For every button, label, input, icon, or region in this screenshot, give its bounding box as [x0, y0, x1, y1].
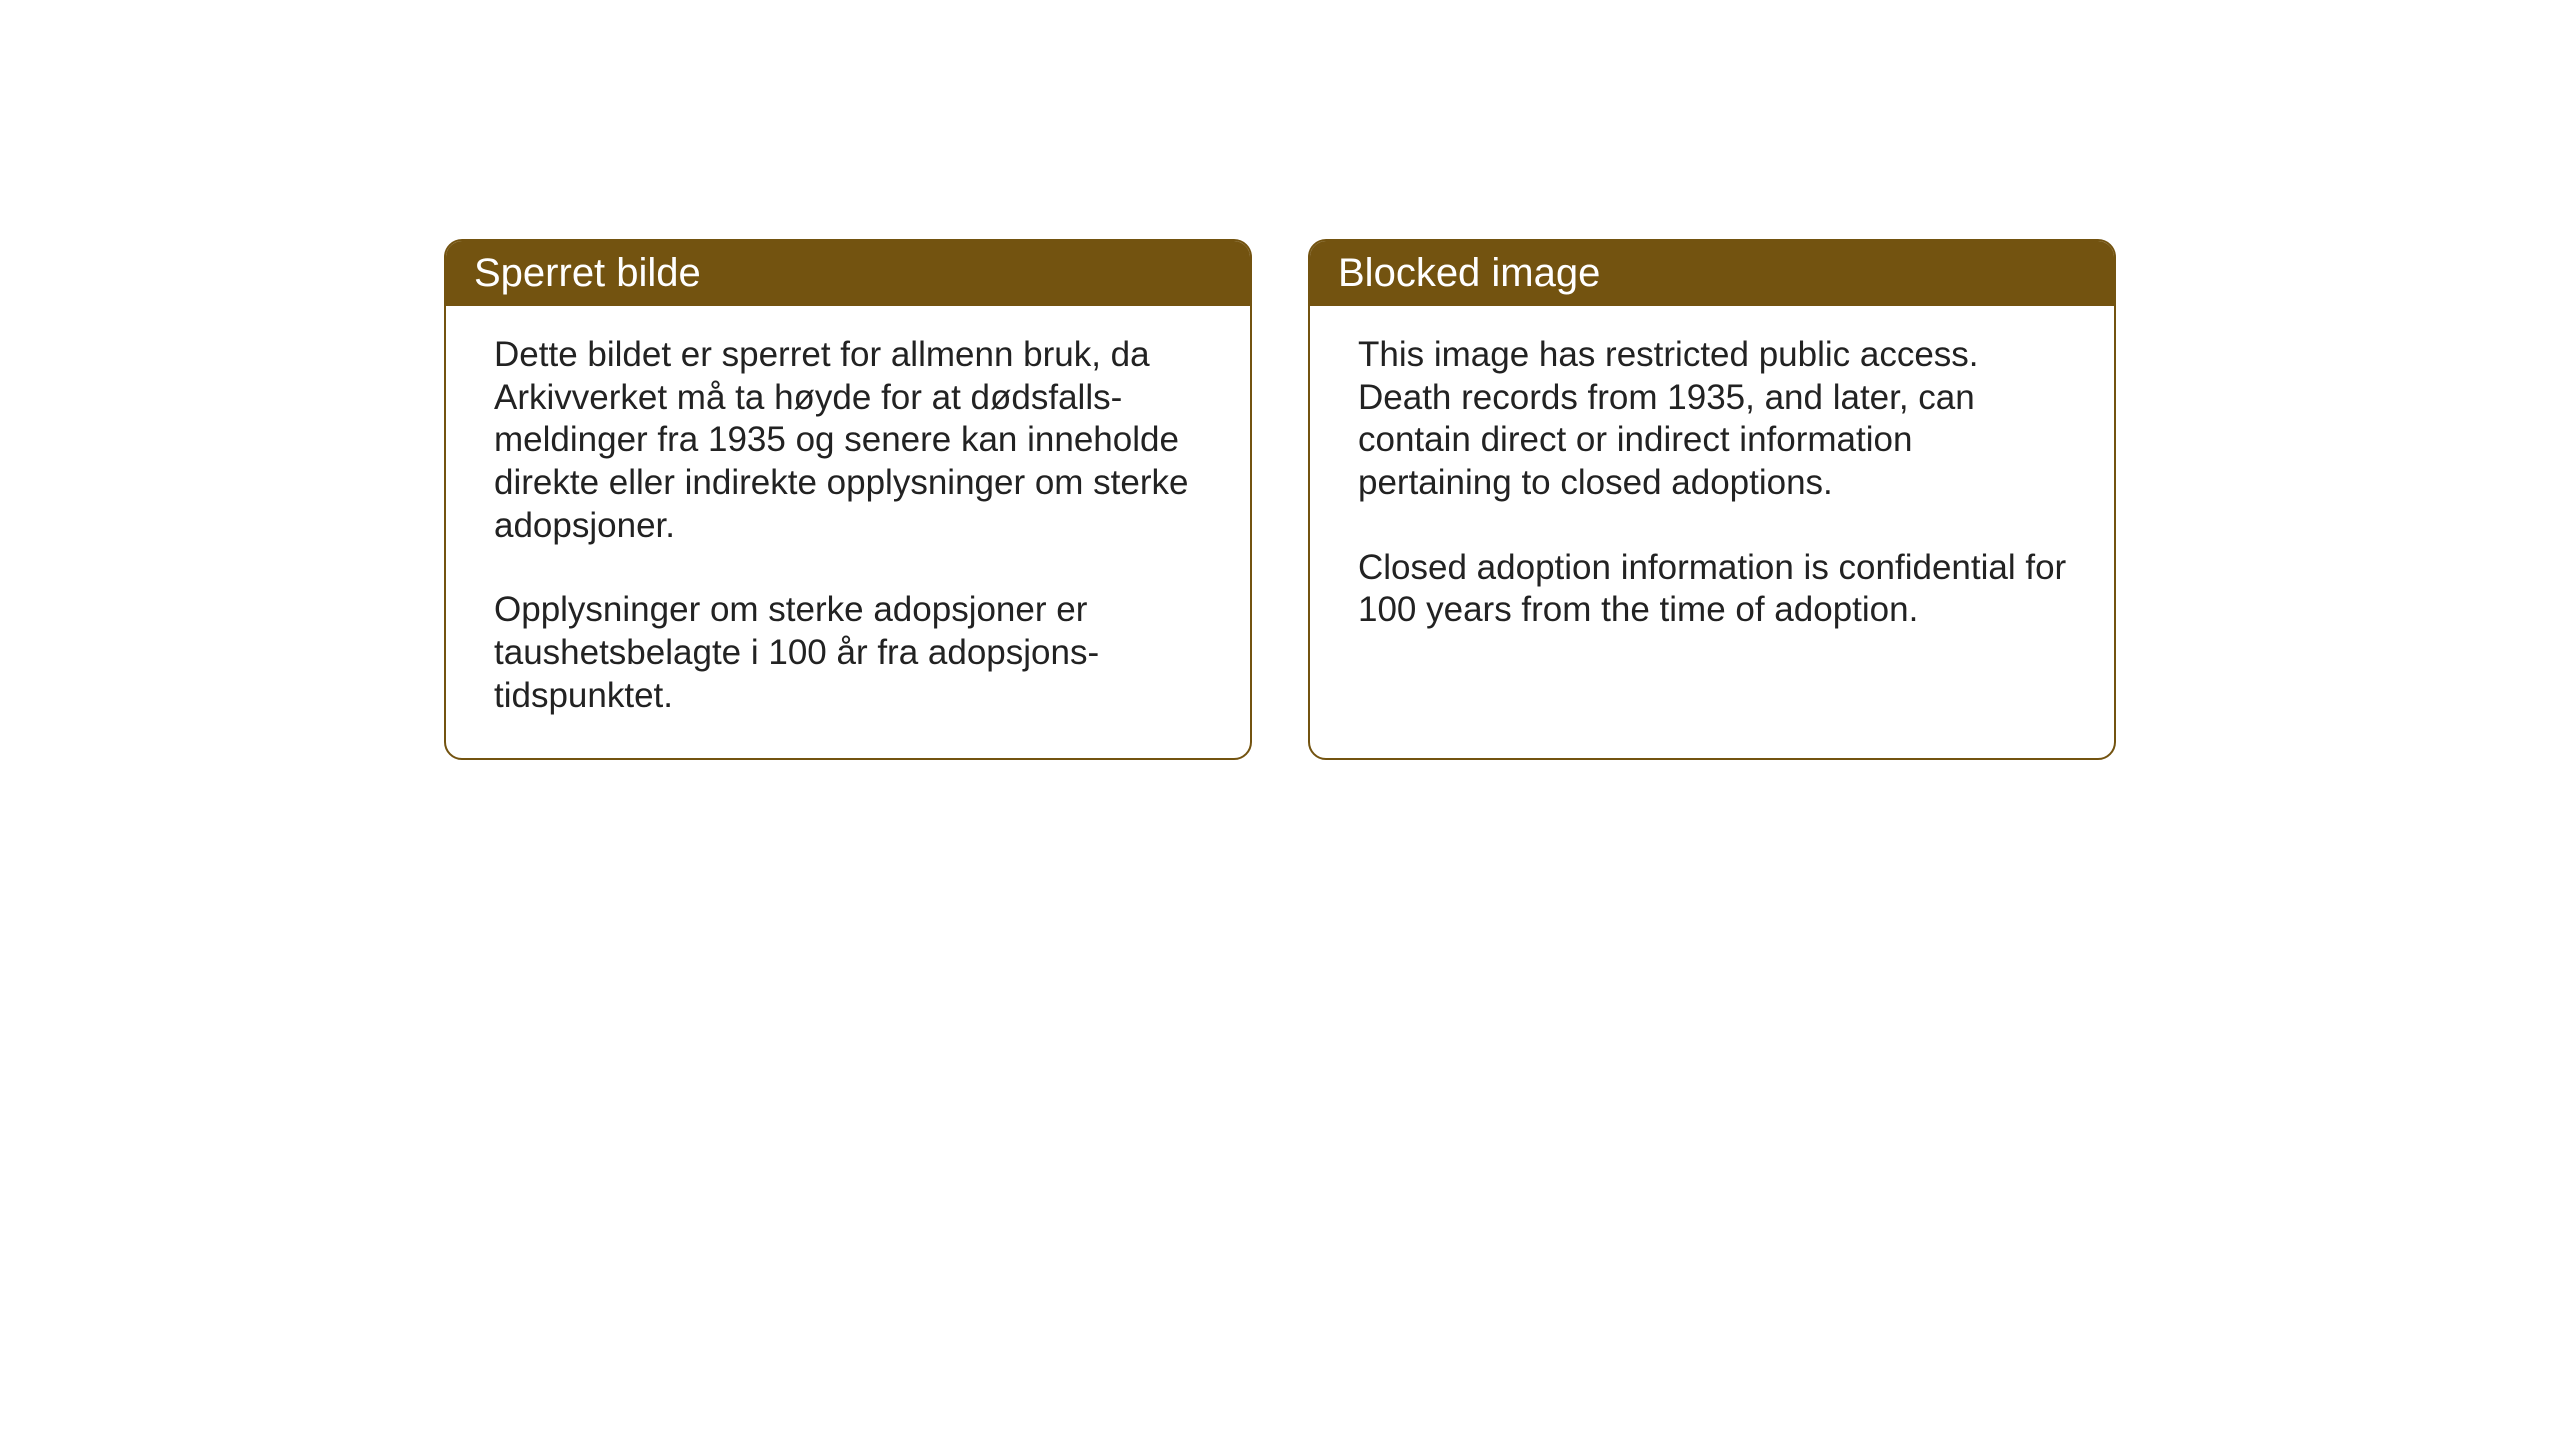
card-paragraph: Dette bildet er sperret for allmenn bruk…: [494, 334, 1210, 547]
notice-container: Sperret bilde Dette bildet er sperret fo…: [444, 239, 2116, 760]
card-header: Sperret bilde: [446, 241, 1250, 306]
card-title: Blocked image: [1338, 251, 2086, 296]
notice-card-norwegian: Sperret bilde Dette bildet er sperret fo…: [444, 239, 1252, 760]
card-paragraph: Closed adoption information is confident…: [1358, 547, 2074, 632]
notice-card-english: Blocked image This image has restricted …: [1308, 239, 2116, 760]
card-paragraph: This image has restricted public access.…: [1358, 334, 2074, 505]
card-title: Sperret bilde: [474, 251, 1222, 296]
card-body: Dette bildet er sperret for allmenn bruk…: [446, 306, 1250, 758]
card-header: Blocked image: [1310, 241, 2114, 306]
card-body: This image has restricted public access.…: [1310, 306, 2114, 672]
card-paragraph: Opplysninger om sterke adopsjoner er tau…: [494, 589, 1210, 717]
